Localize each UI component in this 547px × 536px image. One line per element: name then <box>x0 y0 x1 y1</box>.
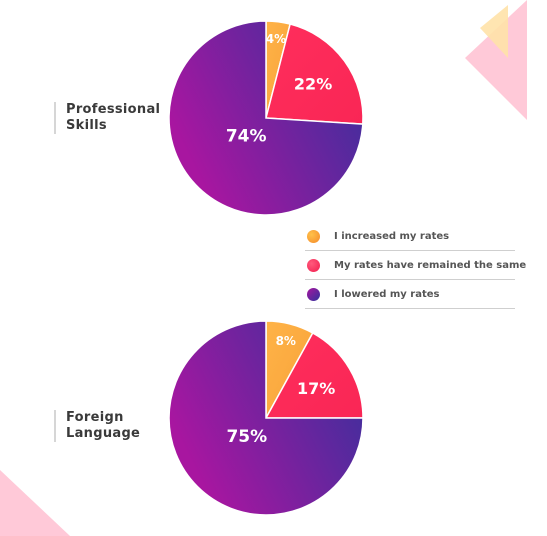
legend-label: I lowered my rates <box>334 288 440 300</box>
slice-lowered <box>168 20 364 216</box>
slice-label: 22% <box>294 74 332 93</box>
chart-title-line: Language <box>66 426 141 441</box>
legend-item-increased: I increased my rates <box>305 222 515 251</box>
legend-label: My rates have remained the same <box>334 259 527 271</box>
chart-title-line: Foreign <box>66 410 124 425</box>
legend: I increased my rates My rates have remai… <box>305 222 526 309</box>
slice-label: 4% <box>266 32 286 46</box>
chart-title-line: Professional <box>66 102 161 117</box>
yellow-triangle <box>480 5 508 58</box>
purple-dot-icon <box>307 287 320 301</box>
slice-label: 75% <box>226 427 267 447</box>
orange-dot-icon <box>307 229 320 243</box>
slice-same <box>265 23 364 125</box>
pink-triangle <box>0 470 70 536</box>
decorative-triangles-top-right <box>465 0 527 120</box>
legend-item-lowered: I lowered my rates <box>305 280 515 309</box>
legend-label: I increased my rates <box>334 230 450 242</box>
red-dot-icon <box>307 258 320 272</box>
slice-label: 17% <box>297 379 335 398</box>
legend-item-same: My rates have remained the same <box>305 251 526 280</box>
slice-label: 74% <box>226 127 267 147</box>
pie-chart-foreign-language: 8% 17% 75% <box>168 320 364 516</box>
chart-title-foreign-language: Foreign Language <box>54 410 140 442</box>
slice-same <box>264 331 364 419</box>
chart-title-line: Skills <box>66 118 107 133</box>
slice-lowered <box>168 320 364 516</box>
chart-title-professional-skills: Professional Skills <box>54 102 160 134</box>
slice-label: 8% <box>276 334 296 348</box>
pie-chart-professional-skills: 4% 22% 74% <box>168 20 364 216</box>
decorative-triangle-bottom-left <box>0 470 70 536</box>
pink-triangle <box>465 0 527 120</box>
